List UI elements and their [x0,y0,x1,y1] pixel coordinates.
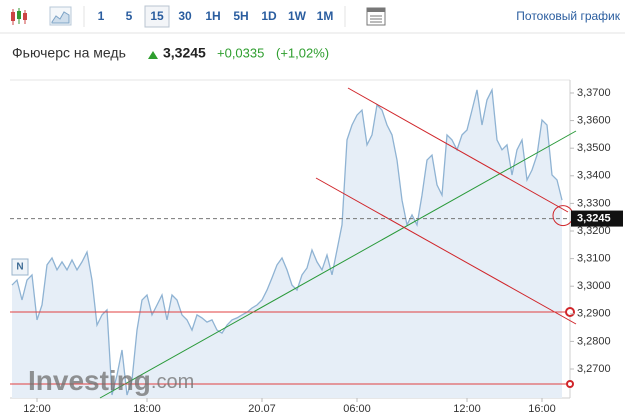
y-tick-label: 3,3600 [577,114,611,126]
period-button[interactable]: 1H [205,9,220,23]
period-button[interactable]: 1D [261,9,277,23]
price-line [11,87,563,396]
y-tick-label: 3,3400 [577,170,611,182]
y-tick-label: 3,2800 [577,335,611,347]
candle-icon[interactable] [11,8,27,25]
x-tick-label: 16:00 [528,403,556,415]
y-tick-label: 3,3200 [577,225,611,237]
trend-line [99,130,577,399]
logo-suffix: .com [151,371,194,393]
x-tick-label: 20.07 [248,403,276,415]
settings-icon[interactable] [366,7,386,26]
x-tick-label: 18:00 [133,403,161,415]
x-tick-label: 12:00 [453,403,481,415]
change-pct: (+1,02%) [276,45,329,60]
period-button[interactable]: 30 [178,9,192,23]
channel-line [315,177,577,325]
toolbar [0,0,625,33]
instrument-title: Фьючерс на медь [12,45,126,61]
period-selected[interactable] [144,5,170,28]
change: +0,0335 [217,45,264,60]
last-price-tag [571,210,623,227]
logo-brand: Investing [28,365,151,396]
x-tick-label: 06:00 [343,403,371,415]
x-tick-label: 12:00 [23,403,51,415]
y-tick-label: 3,3000 [577,280,611,292]
level-handle [565,307,575,317]
y-tick-label: 3,3100 [577,253,611,265]
y-tick-label: 3,2700 [577,363,611,375]
price: 3,3245 [163,45,206,61]
channel-line [347,87,569,213]
stream-link[interactable]: Потоковый график [516,9,620,23]
period-button[interactable]: 1 [98,9,105,23]
y-tick-label: 3,2900 [577,308,611,320]
y-tick-label: 3,3500 [577,142,611,154]
logo: Investing.com [28,365,194,396]
last-price-label: 3,3245 [577,212,611,224]
period-button[interactable]: 1M [317,9,334,23]
area-icon[interactable] [49,6,72,26]
area-fill [12,89,562,398]
y-tick-label: 3,3700 [577,87,611,99]
period-button[interactable]: 5 [126,9,133,23]
y-tick-label: 3,3300 [577,197,611,209]
marker-box [11,258,29,276]
period-button[interactable]: 15 [150,9,164,23]
marker-label: N [16,262,23,273]
level-handle [566,380,574,388]
up-arrow [148,51,158,59]
period-button[interactable]: 5H [233,9,248,23]
period-button[interactable]: 1W [288,9,307,23]
